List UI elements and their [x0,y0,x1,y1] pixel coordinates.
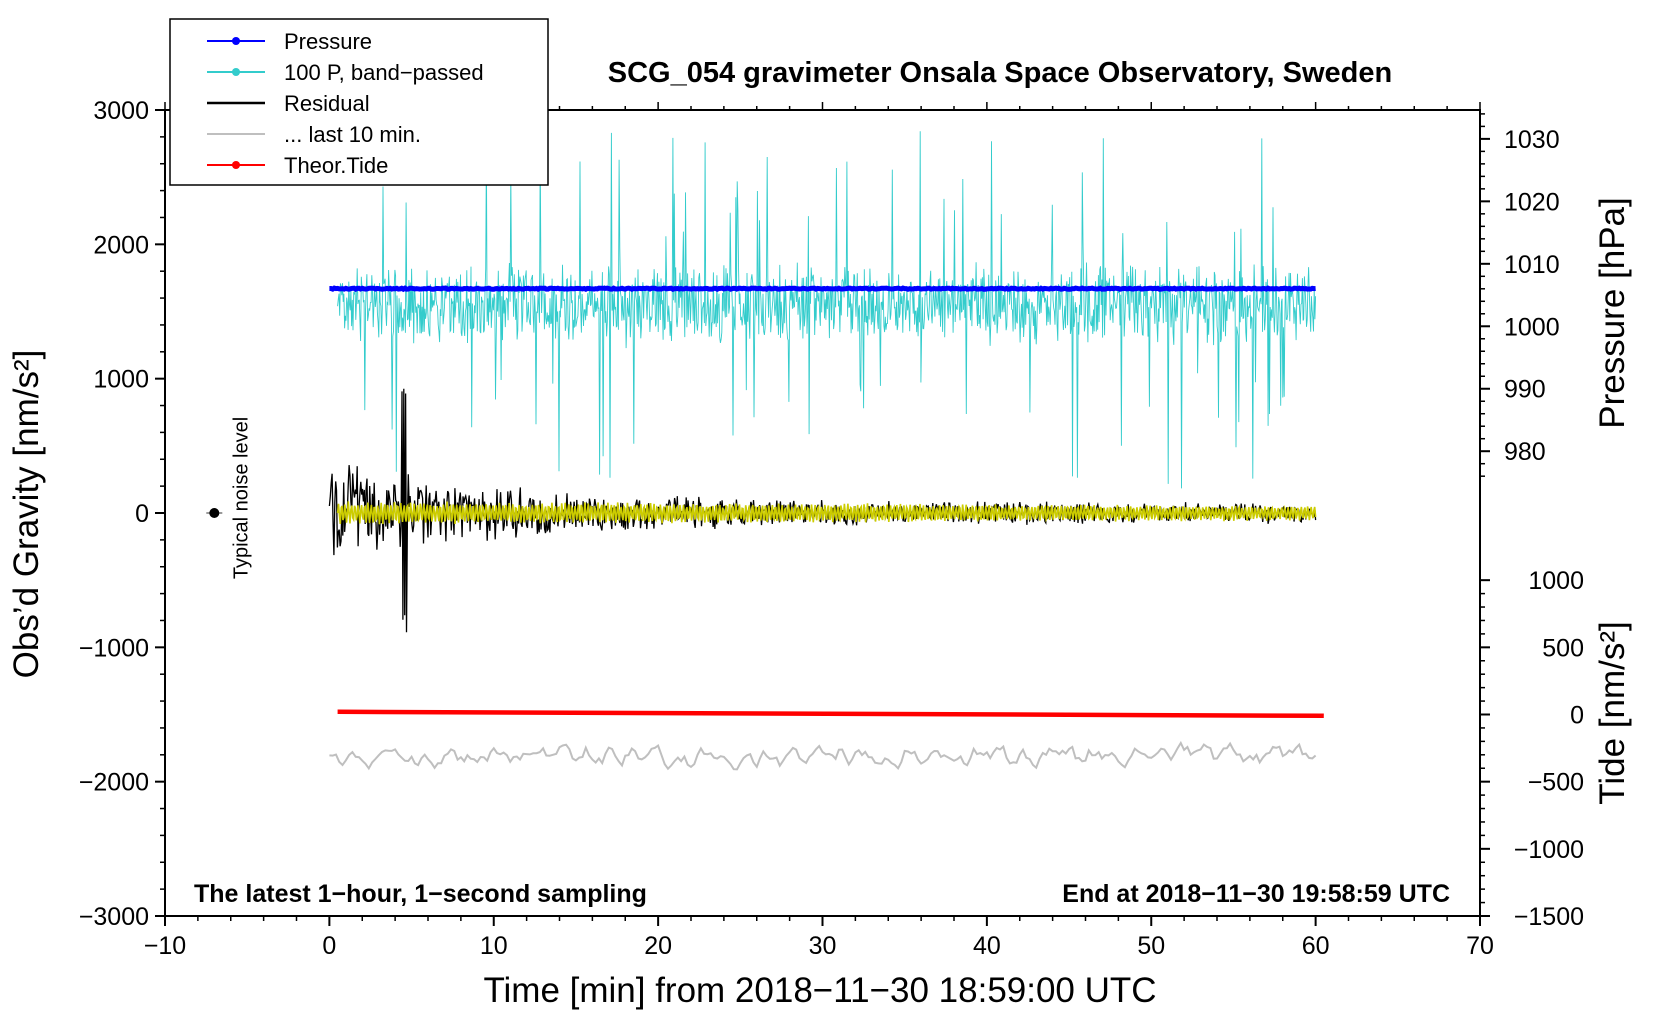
pressure-axis-tick-label: 980 [1504,438,1546,466]
legend-entry-label: ... last 10 min. [284,122,421,147]
y-axis-tick-label: −2000 [79,769,149,797]
series-line-pressure [329,285,1316,293]
y-axis-tick-label: 2000 [93,231,149,259]
annotation-end-time: End at 2018−11−30 19:58:59 UTC [1062,880,1450,908]
y-axis-tick-label: 0 [135,500,149,528]
x-axis-tick-label: 60 [1302,932,1330,960]
legend-swatch-marker [232,37,240,45]
x-axis-tick-label: 50 [1137,932,1165,960]
pressure-axis-tick-label: 1030 [1504,126,1560,154]
legend-swatch-marker [232,68,240,76]
legend-entry-label: Theor.Tide [284,153,388,178]
x-axis-tick-label: 10 [480,932,508,960]
axes-layer: −10 0 10 20 30 40 50 60 703000200010000−1000−200… [79,97,1584,960]
series-line-theoretical-tide [337,709,1324,719]
y-axis-title-pressure: Pressure [hPa] [1593,197,1632,429]
y-axis-tick-label: −1000 [79,634,149,662]
legend: Pressure 100 P, band−passed Residual ... la… [169,18,549,186]
legend-swatch-marker [232,161,240,169]
x-axis-title: Time [min] from 2018−11−30 18:59:00 UTC [483,971,1156,1010]
y-axis-tick-label: 1000 [93,366,149,394]
x-axis-tick-label: 20 [644,932,672,960]
noise-level-point [209,508,220,518]
pressure-axis-tick-label: 1010 [1504,251,1560,279]
plot-data-layer [328,131,1324,771]
noise-level-marker: Typical noise level [206,417,252,579]
x-axis-tick-label: 40 [973,932,1001,960]
tide-axis-tick-label: −500 [1528,769,1584,797]
chart-title: SCG_054 gravimeter Onsala Space Observat… [608,57,1392,89]
pressure-axis-tick-label: 1020 [1504,188,1560,216]
legend-entry-label: Pressure [284,29,372,54]
annotation-sampling: The latest 1−hour, 1−second sampling [194,880,647,908]
pressure-axis-tick-label: 990 [1504,376,1546,404]
tide-axis-tick-label: 1000 [1528,567,1584,595]
series-line-residual-filtered [336,501,1317,525]
series-line-last-10-min [329,740,1317,771]
legend-entry-label: Residual [284,91,370,116]
y-axis-title-gravity: Obs’d Gravity [nm/s²] [7,350,46,679]
x-axis-tick-label: 0 [322,932,336,960]
tide-axis-tick-label: 500 [1542,634,1584,662]
y-axis-title-tide: Tide [nm/s²] [1593,621,1632,804]
y-axis-tick-label: 3000 [93,97,149,125]
x-axis-tick-label: 30 [809,932,837,960]
noise-level-label: Typical noise level [230,417,252,579]
pressure-axis-tick-label: 1000 [1504,313,1560,341]
legend-entry-label: 100 P, band−passed [284,60,484,85]
tide-axis-tick-label: 0 [1570,702,1584,730]
tide-axis-tick-label: −1000 [1514,836,1584,864]
tide-axis-tick-label: −1500 [1514,903,1584,931]
x-axis-tick-label: −10 [144,932,186,960]
y-axis-tick-label: −3000 [79,903,149,931]
x-axis-tick-label: 70 [1466,932,1494,960]
